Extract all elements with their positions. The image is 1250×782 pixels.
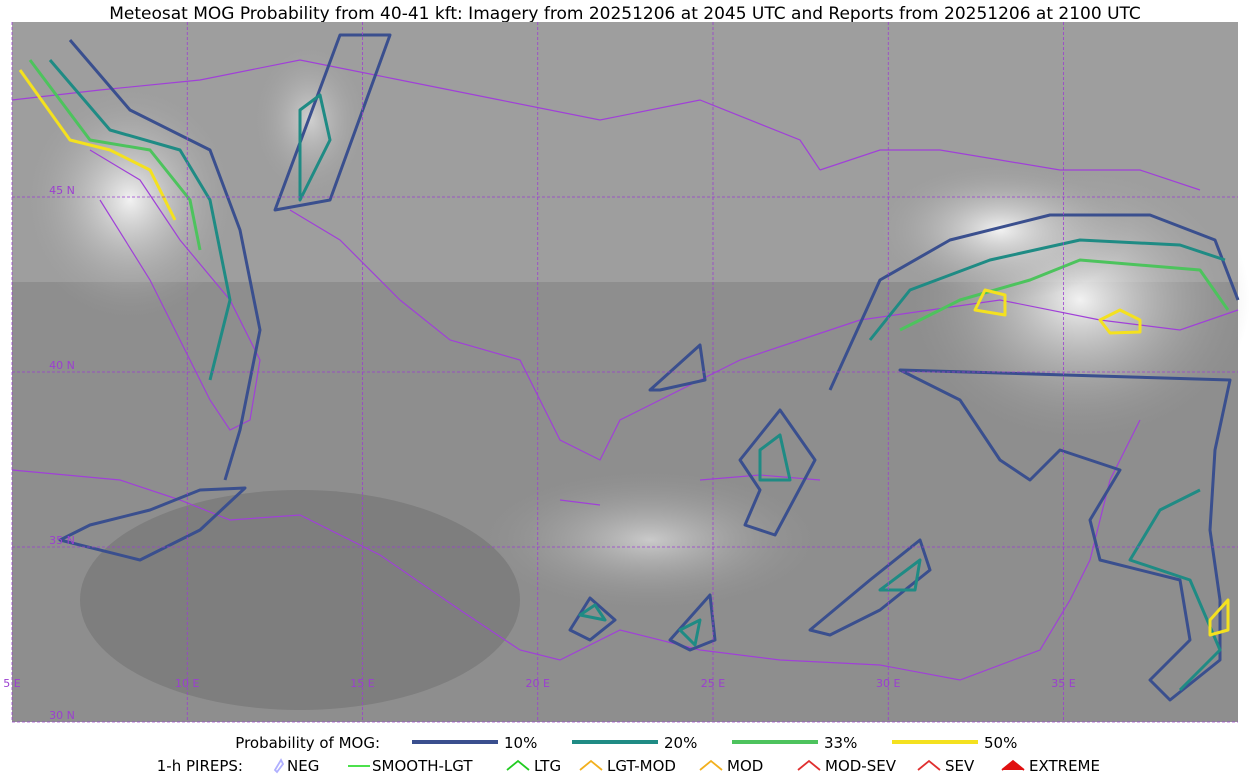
lat-label: 45 N bbox=[49, 184, 75, 197]
pirep-symbol bbox=[797, 759, 821, 771]
lon-label: 20 E bbox=[526, 677, 550, 690]
legend-title: Probability of MOG: bbox=[235, 734, 380, 752]
lon-label: 25 E bbox=[701, 677, 725, 690]
legend-label: 20% bbox=[664, 734, 697, 752]
lon-label: 10 E bbox=[175, 677, 199, 690]
lat-label: 30 N bbox=[49, 709, 75, 722]
pirep-symbol bbox=[699, 759, 723, 771]
pirep-symbol bbox=[273, 758, 285, 774]
lon-label: 35 E bbox=[1051, 677, 1075, 690]
pirep-label: MOD-SEV bbox=[825, 757, 897, 775]
pireps-title: 1-h PIREPS: bbox=[157, 757, 243, 775]
title: Meteosat MOG Probability from 40-41 kft:… bbox=[109, 4, 1141, 24]
map: 5 E 10 E 15 E 20 E 25 E 30 E 35 E 45 N 40 N 35 N 3… bbox=[3, 22, 1250, 723]
legend-label: 10% bbox=[504, 734, 537, 752]
lon-label: 30 E bbox=[876, 677, 900, 690]
pirep-label: LGT-MOD bbox=[607, 757, 676, 775]
pirep-symbol bbox=[506, 759, 530, 771]
lat-label: 40 N bbox=[49, 359, 75, 372]
legend-label: 50% bbox=[984, 734, 1017, 752]
pirep-label: NEG bbox=[287, 757, 319, 775]
legend-label: 33% bbox=[824, 734, 857, 752]
lon-label: 15 E bbox=[350, 677, 374, 690]
pirep-symbol bbox=[579, 759, 603, 771]
pirep-label: SEV bbox=[945, 757, 975, 775]
pirep-label: LTG bbox=[534, 757, 561, 775]
pirep-label: EXTREME bbox=[1029, 757, 1100, 775]
pirep-label: MOD bbox=[727, 757, 763, 775]
legend: Probability of MOG: 10% 20% 33% 50% 1-h PIREP… bbox=[157, 734, 1100, 775]
lon-label: 5 E bbox=[3, 677, 20, 690]
lat-label: 35 N bbox=[49, 534, 75, 547]
pirep-label: SMOOTH-LGT bbox=[372, 757, 473, 775]
pirep-symbol bbox=[917, 759, 941, 771]
pirep-symbol bbox=[1001, 759, 1025, 771]
